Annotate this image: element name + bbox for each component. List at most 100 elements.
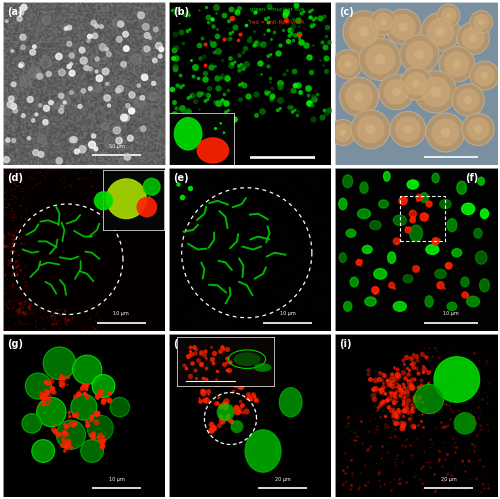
Point: [0, 230, 7, 238]
Point: [218, 56, 226, 64]
Point: [315, 242, 323, 250]
Point: [236, 95, 244, 103]
Point: [227, 417, 235, 425]
Circle shape: [440, 128, 450, 137]
Point: [178, 104, 186, 112]
Point: [356, 412, 364, 420]
Point: [20, 297, 28, 305]
Point: [410, 213, 418, 221]
Point: [56, 176, 64, 184]
Point: [314, 301, 322, 309]
Point: [4, 296, 12, 304]
Point: [22, 282, 30, 290]
Point: [4, 201, 12, 209]
Point: [13, 272, 21, 280]
Point: [14, 210, 22, 218]
Circle shape: [340, 129, 346, 136]
Point: [8, 231, 16, 239]
Point: [17, 213, 25, 221]
Point: [8, 207, 16, 215]
Point: [264, 25, 272, 33]
Point: [424, 368, 432, 376]
Point: [344, 419, 352, 427]
Circle shape: [394, 238, 400, 245]
Circle shape: [345, 83, 373, 111]
Point: [196, 397, 204, 405]
Point: [1, 242, 9, 250]
Circle shape: [399, 197, 407, 205]
Point: [94, 169, 102, 177]
Point: [352, 428, 360, 436]
Point: [290, 15, 298, 23]
Point: [6, 173, 14, 181]
Point: [2, 166, 10, 174]
Point: [254, 311, 262, 319]
Point: [387, 370, 395, 378]
Point: [10, 229, 18, 237]
Point: [246, 33, 254, 41]
Point: [242, 60, 250, 68]
Point: [241, 44, 249, 52]
Point: [291, 87, 299, 95]
Point: [440, 477, 448, 485]
Circle shape: [420, 77, 451, 107]
Point: [12, 306, 20, 314]
Point: [204, 387, 212, 395]
Point: [0, 242, 7, 250]
Point: [9, 268, 17, 276]
Point: [21, 208, 29, 216]
Point: [400, 398, 407, 406]
Point: [278, 26, 286, 34]
Point: [400, 419, 408, 427]
Point: [286, 267, 294, 275]
Ellipse shape: [362, 246, 372, 253]
Point: [404, 370, 412, 378]
Point: [196, 394, 203, 402]
Point: [267, 95, 275, 103]
Point: [394, 365, 402, 373]
Point: [72, 410, 80, 418]
Point: [12, 166, 20, 174]
Circle shape: [112, 19, 118, 26]
Point: [52, 426, 60, 434]
Ellipse shape: [447, 219, 457, 232]
Point: [440, 456, 448, 464]
Point: [184, 115, 192, 123]
Circle shape: [374, 12, 393, 31]
Point: [250, 41, 258, 49]
Circle shape: [64, 101, 66, 104]
Point: [444, 259, 452, 267]
Point: [2, 203, 10, 211]
Point: [240, 81, 248, 89]
Point: [392, 383, 400, 391]
Point: [99, 436, 107, 444]
Point: [40, 172, 48, 180]
Point: [233, 266, 241, 274]
Point: [18, 298, 25, 306]
Circle shape: [400, 67, 432, 100]
Point: [8, 282, 16, 290]
Point: [7, 295, 15, 303]
Point: [288, 26, 296, 34]
Point: [230, 363, 238, 371]
Circle shape: [80, 57, 87, 64]
Point: [446, 406, 454, 414]
Point: [406, 414, 414, 422]
Point: [396, 423, 404, 431]
Point: [44, 317, 52, 325]
Point: [168, 85, 176, 93]
Point: [202, 40, 209, 48]
Point: [6, 230, 14, 238]
Point: [3, 302, 11, 310]
Point: [472, 383, 480, 391]
Point: [432, 373, 440, 381]
Point: [20, 313, 28, 321]
Point: [395, 235, 403, 243]
Point: [40, 323, 48, 331]
Point: [308, 274, 316, 282]
Point: [285, 314, 293, 322]
Point: [50, 420, 58, 428]
Point: [446, 402, 454, 410]
Point: [24, 302, 32, 310]
Point: [56, 305, 64, 313]
